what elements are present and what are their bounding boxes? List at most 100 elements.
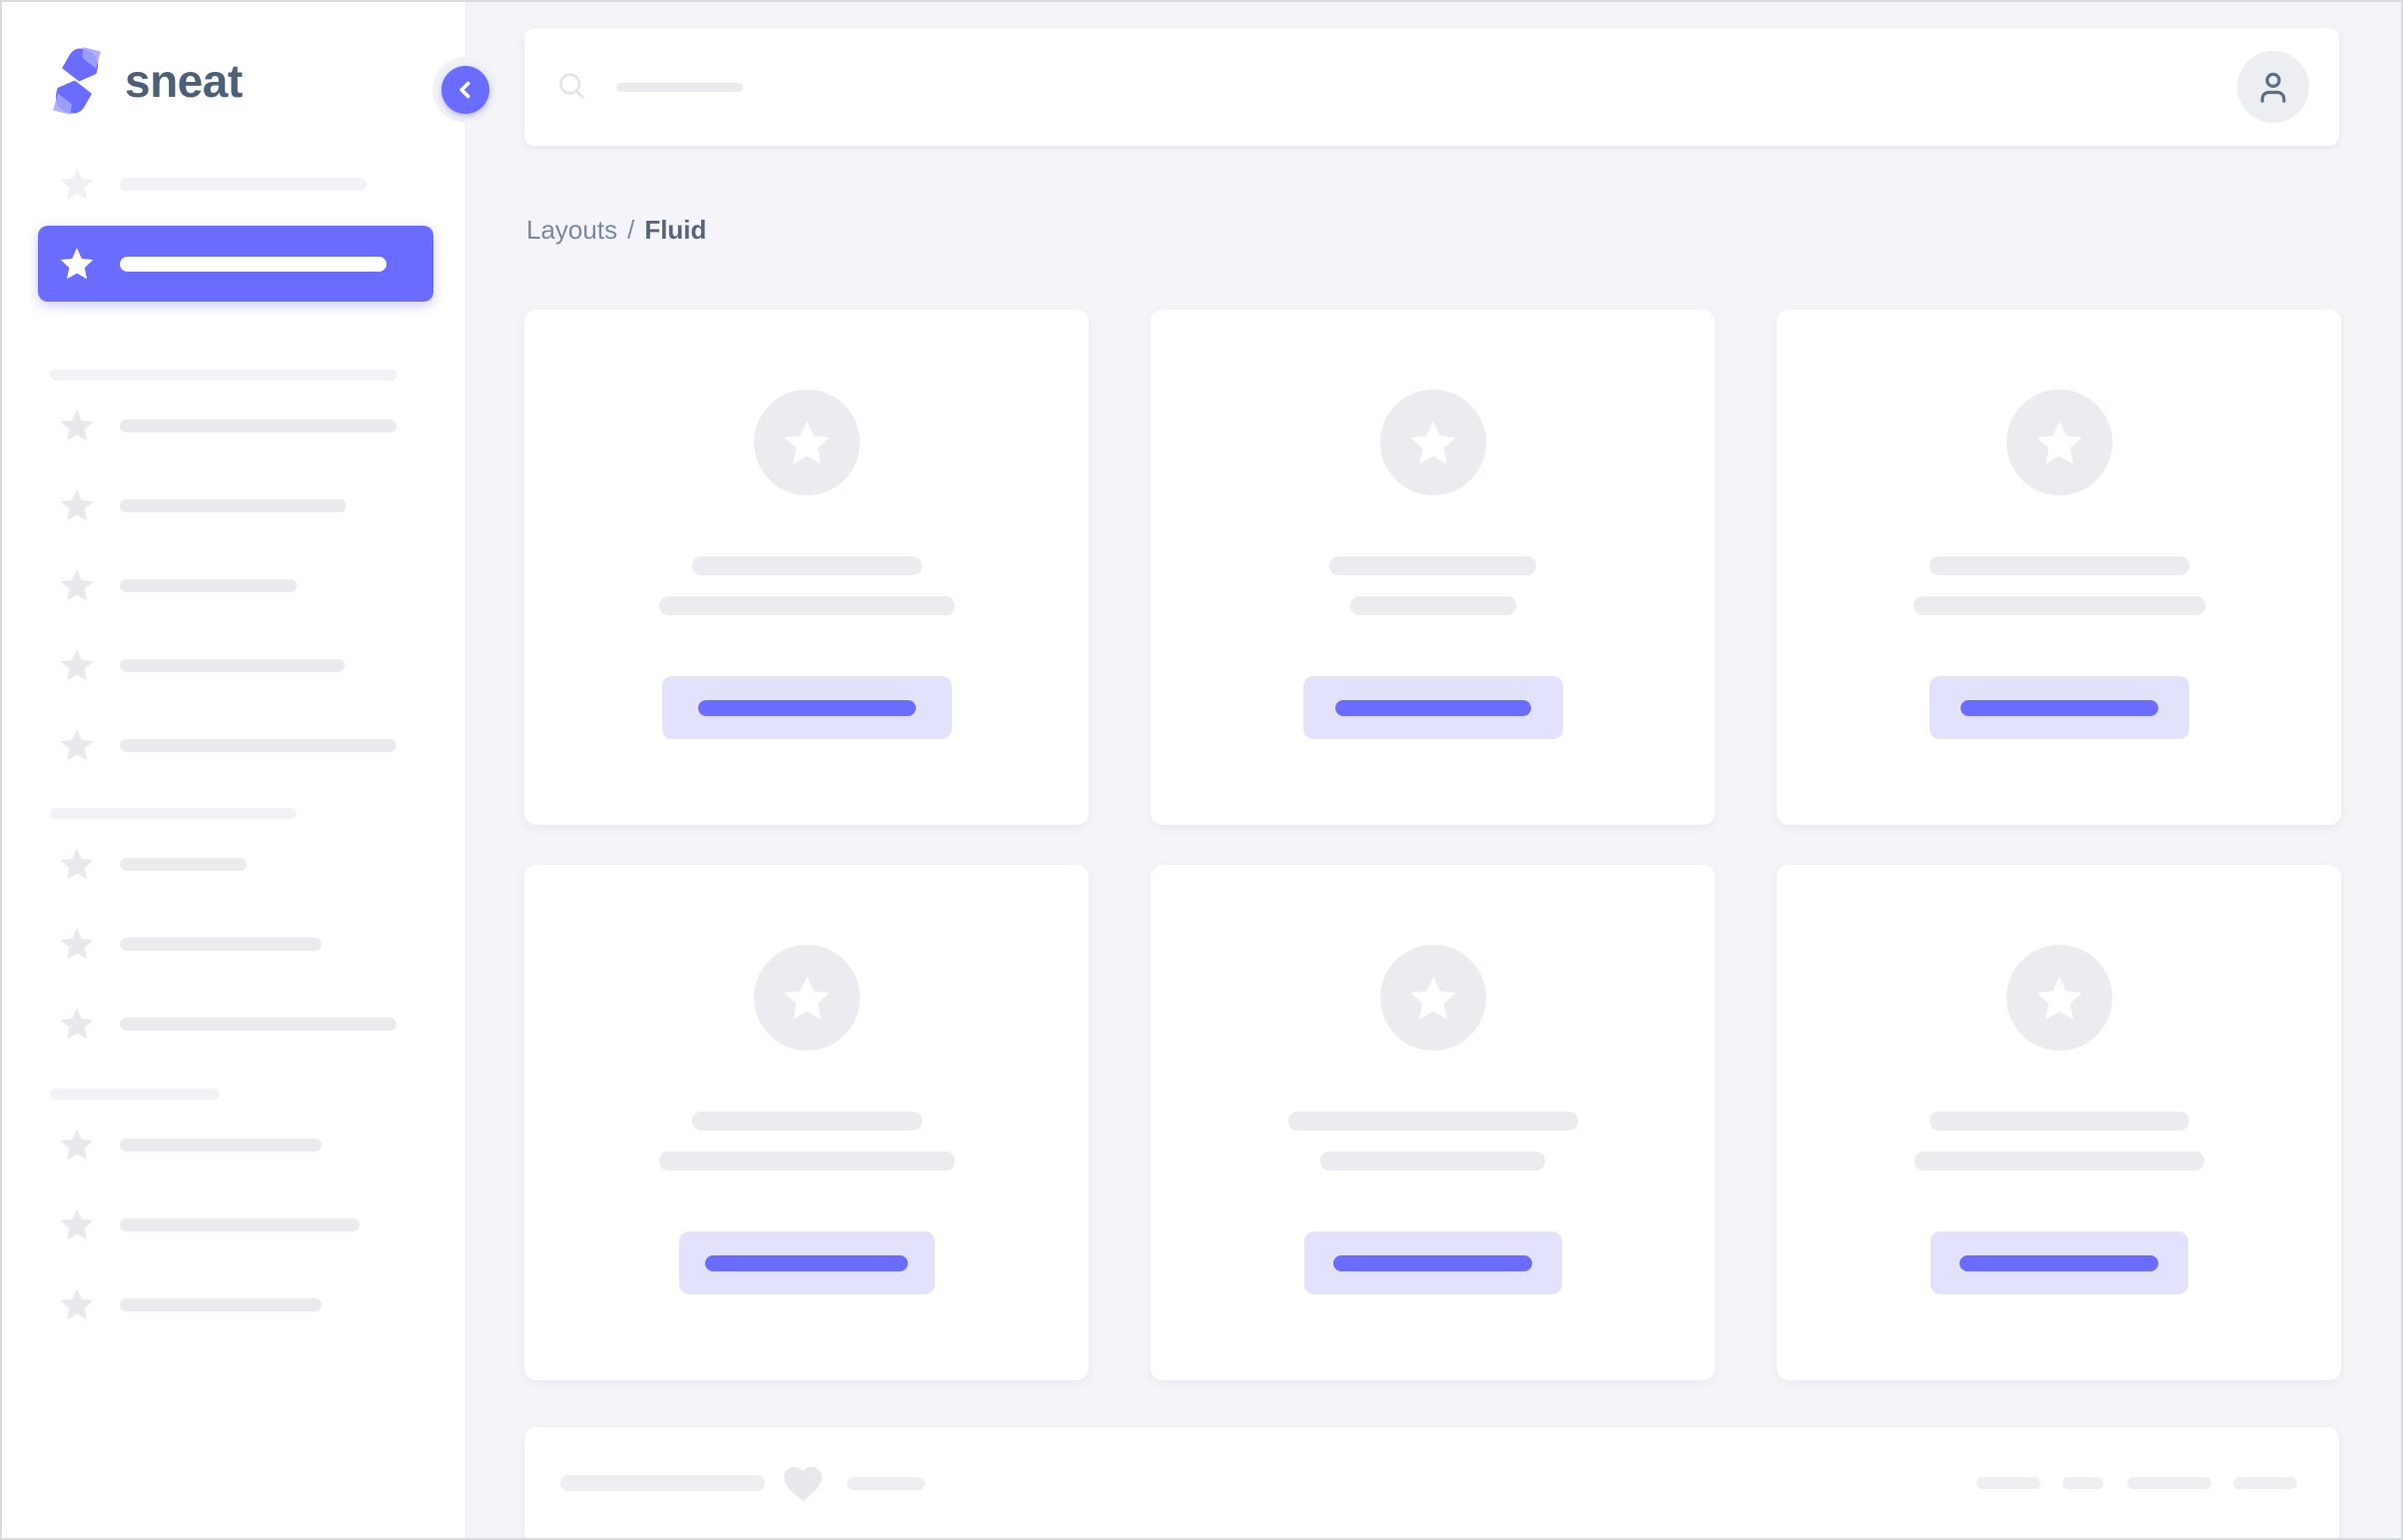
sidebar-item[interactable] [59, 1128, 465, 1161]
menu-label-skeleton [120, 937, 322, 951]
breadcrumb: Layouts / Fluid [526, 214, 706, 246]
star-icon [59, 1287, 95, 1321]
search-input[interactable] [524, 28, 2237, 146]
menu-label-skeleton [120, 1017, 397, 1031]
card-action-button[interactable] [1302, 676, 1563, 739]
card-action-button[interactable] [661, 676, 952, 739]
star-icon [59, 847, 95, 881]
placeholder-card [524, 865, 1089, 1380]
card-avatar [1379, 945, 1486, 1051]
star-icon [2034, 975, 2084, 1022]
star-icon [1408, 419, 1458, 466]
card-title-skeleton [1929, 1112, 2189, 1131]
sidebar-item-active[interactable] [38, 226, 433, 302]
menu-label-skeleton [120, 1217, 360, 1231]
breadcrumb-section[interactable]: Layouts [526, 215, 618, 245]
sidebar-item[interactable] [59, 1207, 465, 1241]
card-avatar [753, 945, 860, 1051]
sidebar-collapse-button[interactable] [441, 66, 489, 114]
star-icon [59, 247, 95, 281]
sidebar: sneat [2, 2, 498, 1538]
menu-label-skeleton [120, 256, 387, 272]
placeholder-card [524, 310, 1089, 825]
placeholder-card [1777, 865, 2341, 1380]
card-title-skeleton [691, 1112, 922, 1131]
user-avatar[interactable] [2237, 51, 2309, 123]
sidebar-item[interactable] [59, 1287, 465, 1321]
placeholder-card [1777, 310, 2341, 825]
star-icon [59, 167, 95, 201]
card-action-button[interactable] [1303, 1231, 1562, 1294]
card-subtitle-skeleton [1914, 1152, 2204, 1170]
sidebar-item[interactable] [59, 847, 465, 881]
star-icon [1408, 975, 1458, 1022]
star-icon [59, 1207, 95, 1241]
card-title-skeleton [691, 556, 922, 575]
search-icon [559, 73, 584, 99]
button-label-skeleton [1960, 699, 2158, 716]
star-icon [59, 1128, 95, 1161]
chevron-left-icon [459, 81, 470, 99]
sidebar-toggle-halo [432, 57, 498, 123]
menu-section-divider [50, 1089, 220, 1100]
card-title-skeleton [1329, 556, 1536, 575]
card-subtitle-skeleton [658, 596, 955, 615]
sidebar-item[interactable] [59, 408, 465, 442]
heart-icon [782, 1465, 824, 1503]
sidebar-item[interactable] [59, 648, 465, 682]
footer-link-skeleton [2062, 1477, 2103, 1489]
card-avatar [1379, 389, 1486, 495]
menu-label-skeleton [120, 578, 297, 592]
button-label-skeleton [697, 699, 916, 716]
breadcrumb-separator: / [627, 215, 635, 245]
button-label-skeleton [705, 1254, 908, 1271]
card-avatar [753, 389, 860, 495]
sidebar-item[interactable] [59, 927, 465, 961]
star-icon [59, 927, 95, 961]
card-subtitle-skeleton [1320, 1152, 1545, 1170]
menu-section-divider [50, 808, 297, 819]
brand-name: sneat [125, 55, 243, 107]
menu-label-skeleton [120, 658, 345, 672]
sidebar-item[interactable] [59, 167, 465, 201]
menu-section-divider [50, 370, 398, 381]
card-subtitle-skeleton [1349, 596, 1516, 615]
menu-label-skeleton [120, 498, 347, 512]
card-title-skeleton [1929, 556, 2189, 575]
menu-label-skeleton [120, 1138, 322, 1152]
button-label-skeleton [1960, 1254, 2158, 1271]
user-icon [2260, 72, 2286, 103]
star-icon [782, 975, 832, 1022]
sidebar-item[interactable] [59, 488, 465, 522]
footer-link-skeleton [1977, 1477, 2040, 1489]
menu-label-skeleton [120, 738, 397, 752]
star-icon [59, 408, 95, 442]
star-icon [59, 1007, 95, 1041]
brand[interactable]: sneat [49, 46, 243, 116]
star-icon [59, 648, 95, 682]
breadcrumb-current: Fluid [644, 215, 707, 245]
star-icon [59, 568, 95, 602]
sidebar-item[interactable] [59, 1007, 465, 1041]
sneat-logo-icon [53, 47, 101, 115]
star-icon [59, 488, 95, 522]
button-label-skeleton [1333, 1254, 1532, 1271]
footer-text-skeleton [847, 1477, 925, 1490]
menu-label-skeleton [120, 857, 247, 871]
star-icon [782, 419, 832, 466]
card-subtitle-skeleton [1913, 596, 2205, 615]
button-label-skeleton [1334, 699, 1531, 716]
footer-link-skeleton [2127, 1477, 2211, 1489]
card-action-button[interactable] [678, 1231, 935, 1294]
card-action-button[interactable] [1930, 1231, 2188, 1294]
card-subtitle-skeleton [658, 1152, 955, 1170]
placeholder-card [1151, 310, 1715, 825]
card-grid [524, 310, 2341, 1380]
menu-label-skeleton [120, 418, 397, 432]
card-avatar [2005, 945, 2112, 1051]
search-placeholder-skeleton [616, 82, 743, 92]
card-action-button[interactable] [1929, 676, 2189, 739]
sidebar-item[interactable] [59, 568, 465, 602]
sidebar-item[interactable] [59, 728, 465, 762]
